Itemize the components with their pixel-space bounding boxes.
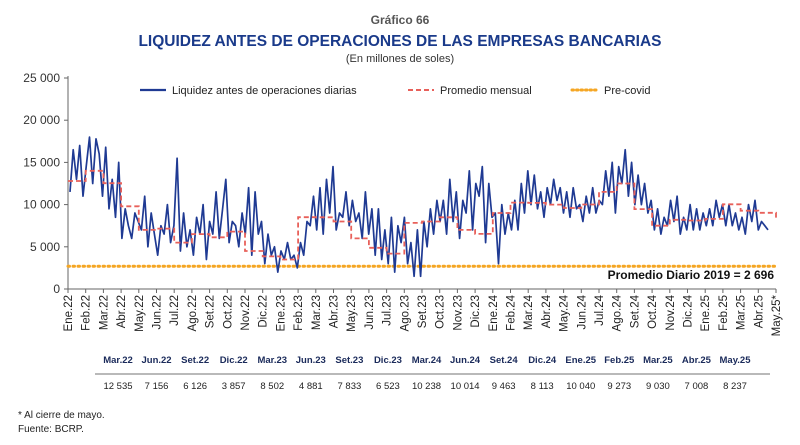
- legend-label-monthly: Promedio mensual: [440, 85, 532, 97]
- x-tick-label: Ene.25: [700, 295, 712, 331]
- x-tick-label: Feb.25: [718, 295, 730, 331]
- x-tick-label: Mar.23: [311, 295, 323, 330]
- x-tick-label: Nov.22: [240, 295, 252, 331]
- x-tick-label: Set.23: [417, 295, 429, 328]
- x-tick-label: Ago.22: [187, 295, 199, 331]
- y-tick-label: 0: [53, 282, 60, 296]
- summary-table: Mar.22 12 535 Jun.22 7 156 Set.22 6 126 Dic.22…: [95, 355, 770, 392]
- x-tick-label: Oct.22: [222, 295, 234, 329]
- x-tick-label: Ene.24: [488, 294, 500, 331]
- y-tick-label: 20 000: [23, 113, 60, 127]
- table-header: Dic.22: [220, 355, 248, 366]
- table-header: Mar.25: [643, 355, 673, 366]
- table-header: Jun.23: [296, 355, 326, 366]
- table-value: 6 523: [376, 381, 400, 392]
- x-tick-label: May.22: [134, 295, 146, 332]
- table-header: Ene.25: [565, 355, 596, 366]
- x-tick-label: May.24: [559, 294, 571, 331]
- table-header: Mar.24: [412, 355, 442, 366]
- x-tick-label: Jun.22: [152, 295, 164, 330]
- x-tick-label: Abr.25: [753, 295, 765, 328]
- table-value: 3 857: [222, 381, 246, 392]
- y-tick-label: 25 000: [23, 71, 60, 85]
- legend-label-precovid: Pre-covid: [604, 85, 650, 97]
- x-tick-label: Dic.24: [683, 294, 695, 327]
- table-value: 10 238: [412, 381, 441, 392]
- precovid-annotation: Promedio Diario 2019 = 2 696: [608, 268, 775, 282]
- x-tick-label: Abr.23: [329, 295, 341, 328]
- chart-kicker: Gráfico 66: [371, 13, 430, 27]
- x-tick-label: Dic.23: [470, 295, 482, 328]
- y-tick-label: 5 000: [30, 240, 60, 254]
- table-value: 7 833: [337, 381, 361, 392]
- table-header: Jun.22: [142, 355, 172, 366]
- chart-title: LIQUIDEZ ANTES DE OPERACIONES DE LAS EMP…: [138, 33, 661, 50]
- series-line-daily: [69, 136, 769, 278]
- x-tick-label: Mar.24: [523, 294, 535, 330]
- table-header: Mar.23: [257, 355, 287, 366]
- table-header: Abr.25: [682, 355, 712, 366]
- table-value: 10 014: [451, 381, 480, 392]
- table-value: 7 008: [685, 381, 709, 392]
- table-value: 9 030: [646, 381, 670, 392]
- x-tick-label: Nov.24: [665, 294, 677, 330]
- x-tick-label: May.23: [346, 295, 358, 332]
- table-value: 10 040: [566, 381, 595, 392]
- x-tick-label: Feb.22: [81, 295, 93, 331]
- table-header: Set.24: [490, 355, 519, 366]
- x-tick-label: Feb.23: [293, 295, 305, 331]
- x-tick-label: Abr.24: [541, 294, 553, 328]
- table-header: May.25: [720, 355, 752, 366]
- x-tick-label: Nov.23: [452, 295, 464, 331]
- x-tick-label: Jun.24: [576, 294, 588, 329]
- x-tick-label: Ene.23: [275, 295, 287, 331]
- x-tick-label: Ago.23: [399, 295, 411, 331]
- plot-area: [66, 136, 778, 278]
- footnote: * Al cierre de mayo.: [18, 410, 105, 421]
- y-axis: 0 5 000 10 000 15 000 20 000 25 000: [23, 71, 69, 296]
- x-tick-label: Ene.22: [63, 295, 75, 331]
- y-tick-label: 10 000: [23, 198, 60, 212]
- table-value: 7 156: [145, 381, 169, 392]
- table-header: Jun.24: [450, 355, 481, 366]
- table-header: Dic.24: [528, 355, 557, 366]
- table-value: 12 535: [103, 381, 132, 392]
- table-value: 9 463: [492, 381, 516, 392]
- table-value: 8 113: [531, 381, 554, 392]
- table-value: 6 126: [183, 381, 207, 392]
- x-tick-label: Jul.24: [594, 294, 606, 325]
- chart-subtitle: (En millones de soles): [346, 53, 454, 65]
- table-value: 4 881: [299, 381, 323, 392]
- source-note: Fuente: BCRP.: [18, 424, 84, 435]
- x-tick-label: Set.22: [205, 295, 217, 328]
- x-tick-label: Ago.24: [612, 294, 624, 331]
- x-tick-label: Set.24: [629, 294, 641, 328]
- series-line-monthly: [68, 169, 777, 261]
- x-tick-label: Jun.23: [364, 295, 376, 330]
- legend: Liquidez antes de operaciones diarias Pr…: [140, 85, 650, 97]
- table-header: Set.23: [335, 355, 363, 366]
- x-tick-label: May.25*: [771, 294, 783, 336]
- legend-label-daily: Liquidez antes de operaciones diarias: [172, 85, 357, 97]
- table-header: Mar.22: [103, 355, 133, 366]
- x-axis: Ene.22 Feb.22 Mar.22 Abr.22 May.22 Jun.22 Jul.…: [63, 288, 783, 336]
- table-value: 8 502: [260, 381, 284, 392]
- table-header: Dic.23: [374, 355, 402, 366]
- table-header: Set.22: [181, 355, 209, 366]
- table-value: 9 273: [607, 381, 631, 392]
- x-tick-label: Jul.23: [382, 295, 394, 326]
- x-tick-label: Oct.23: [435, 295, 447, 329]
- x-tick-label: Mar.22: [98, 295, 110, 330]
- x-tick-label: Jul.22: [169, 295, 181, 326]
- x-tick-label: Oct.24: [647, 294, 659, 328]
- table-value: 8 237: [723, 381, 747, 392]
- table-header: Feb.25: [604, 355, 635, 366]
- x-tick-label: Feb.24: [506, 294, 518, 330]
- y-tick-label: 15 000: [23, 155, 60, 169]
- x-tick-label: Dic.22: [258, 295, 270, 328]
- x-tick-label: Abr.22: [116, 295, 128, 328]
- x-tick-label: Mar.25: [736, 295, 748, 330]
